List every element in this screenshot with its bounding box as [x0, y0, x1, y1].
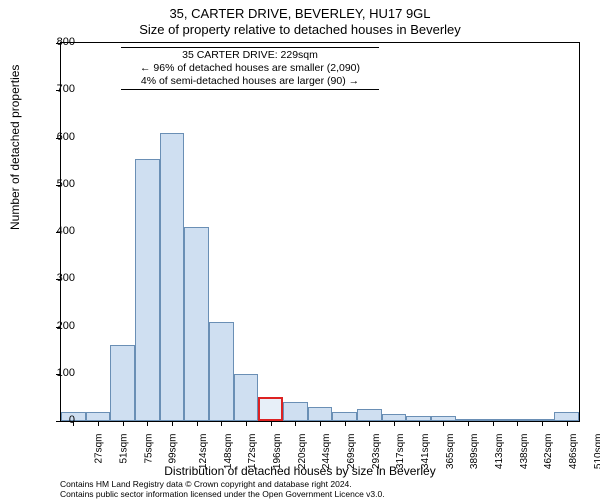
histogram-bar: [554, 412, 579, 421]
histogram-bar: [209, 322, 234, 421]
xtick-mark: [123, 421, 124, 426]
xtick-label: 244sqm: [321, 434, 332, 470]
xtick-label: 462sqm: [543, 434, 554, 470]
xtick-mark: [98, 421, 99, 426]
xtick-mark: [197, 421, 198, 426]
ytick-label: 0: [45, 414, 75, 426]
xtick-label: 75sqm: [143, 434, 154, 464]
ytick-label: 100: [45, 367, 75, 379]
ytick-label: 800: [45, 36, 75, 48]
ytick-label: 700: [45, 83, 75, 95]
xtick-mark: [468, 421, 469, 426]
xtick-label: 438sqm: [519, 434, 530, 470]
xtick-mark: [542, 421, 543, 426]
ytick-label: 200: [45, 320, 75, 332]
xtick-mark: [517, 421, 518, 426]
xtick-label: 99sqm: [168, 434, 179, 464]
xtick-mark: [295, 421, 296, 426]
plot-area: 35 CARTER DRIVE: 229sqm ← 96% of detache…: [60, 42, 580, 422]
xtick-mark: [493, 421, 494, 426]
chart-container: 35, CARTER DRIVE, BEVERLEY, HU17 9GL Siz…: [0, 0, 600, 500]
histogram-bar: [357, 409, 382, 421]
xtick-mark: [172, 421, 173, 426]
footer-line2: Contains public sector information licen…: [60, 490, 385, 500]
xtick-mark: [221, 421, 222, 426]
xtick-mark: [394, 421, 395, 426]
y-axis-label: Number of detached properties: [8, 65, 22, 230]
title-subtitle: Size of property relative to detached ho…: [0, 22, 600, 37]
xtick-label: 413sqm: [494, 434, 505, 470]
xtick-label: 27sqm: [94, 434, 105, 464]
xtick-mark: [320, 421, 321, 426]
histogram-bar: [160, 133, 185, 421]
xtick-mark: [345, 421, 346, 426]
histogram-bar: [86, 412, 111, 421]
xtick-mark: [271, 421, 272, 426]
histogram-bar: [382, 414, 407, 421]
xtick-label: 124sqm: [198, 434, 209, 470]
xtick-label: 365sqm: [445, 434, 456, 470]
histogram-bar: [283, 402, 308, 421]
footer-attribution: Contains HM Land Registry data © Crown c…: [60, 480, 385, 500]
xtick-label: 389sqm: [469, 434, 480, 470]
xtick-label: 341sqm: [420, 434, 431, 470]
xtick-mark: [246, 421, 247, 426]
ytick-label: 500: [45, 178, 75, 190]
xtick-mark: [567, 421, 568, 426]
xtick-label: 220sqm: [297, 434, 308, 470]
xtick-label: 172sqm: [247, 434, 258, 470]
xtick-label: 293sqm: [371, 434, 382, 470]
histogram-bar: [135, 159, 160, 421]
xtick-mark: [369, 421, 370, 426]
xtick-label: 510sqm: [593, 434, 600, 470]
xtick-label: 51sqm: [119, 434, 130, 464]
xtick-label: 196sqm: [272, 434, 283, 470]
xtick-mark: [443, 421, 444, 426]
xtick-label: 486sqm: [568, 434, 579, 470]
histogram-bar: [110, 345, 135, 421]
annotation-line1: 35 CARTER DRIVE: 229sqm: [125, 49, 375, 62]
ytick-label: 300: [45, 272, 75, 284]
annotation-line3: 4% of semi-detached houses are larger (9…: [125, 75, 375, 88]
histogram-bar: [234, 374, 259, 421]
title-address: 35, CARTER DRIVE, BEVERLEY, HU17 9GL: [0, 6, 600, 21]
highlighted-bar: [258, 397, 283, 421]
histogram-bar: [332, 412, 357, 421]
xtick-mark: [147, 421, 148, 426]
xtick-label: 269sqm: [346, 434, 357, 470]
histogram-bar: [308, 407, 333, 421]
histogram-bar: [184, 227, 209, 421]
xtick-label: 148sqm: [223, 434, 234, 470]
xtick-label: 317sqm: [395, 434, 406, 470]
annotation-line2: ← 96% of detached houses are smaller (2,…: [125, 62, 375, 75]
ytick-label: 400: [45, 225, 75, 237]
ytick-label: 600: [45, 131, 75, 143]
annotation-box: 35 CARTER DRIVE: 229sqm ← 96% of detache…: [121, 47, 379, 90]
xtick-mark: [419, 421, 420, 426]
